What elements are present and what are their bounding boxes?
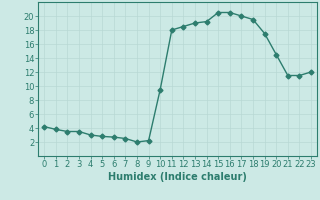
X-axis label: Humidex (Indice chaleur): Humidex (Indice chaleur) <box>108 172 247 182</box>
